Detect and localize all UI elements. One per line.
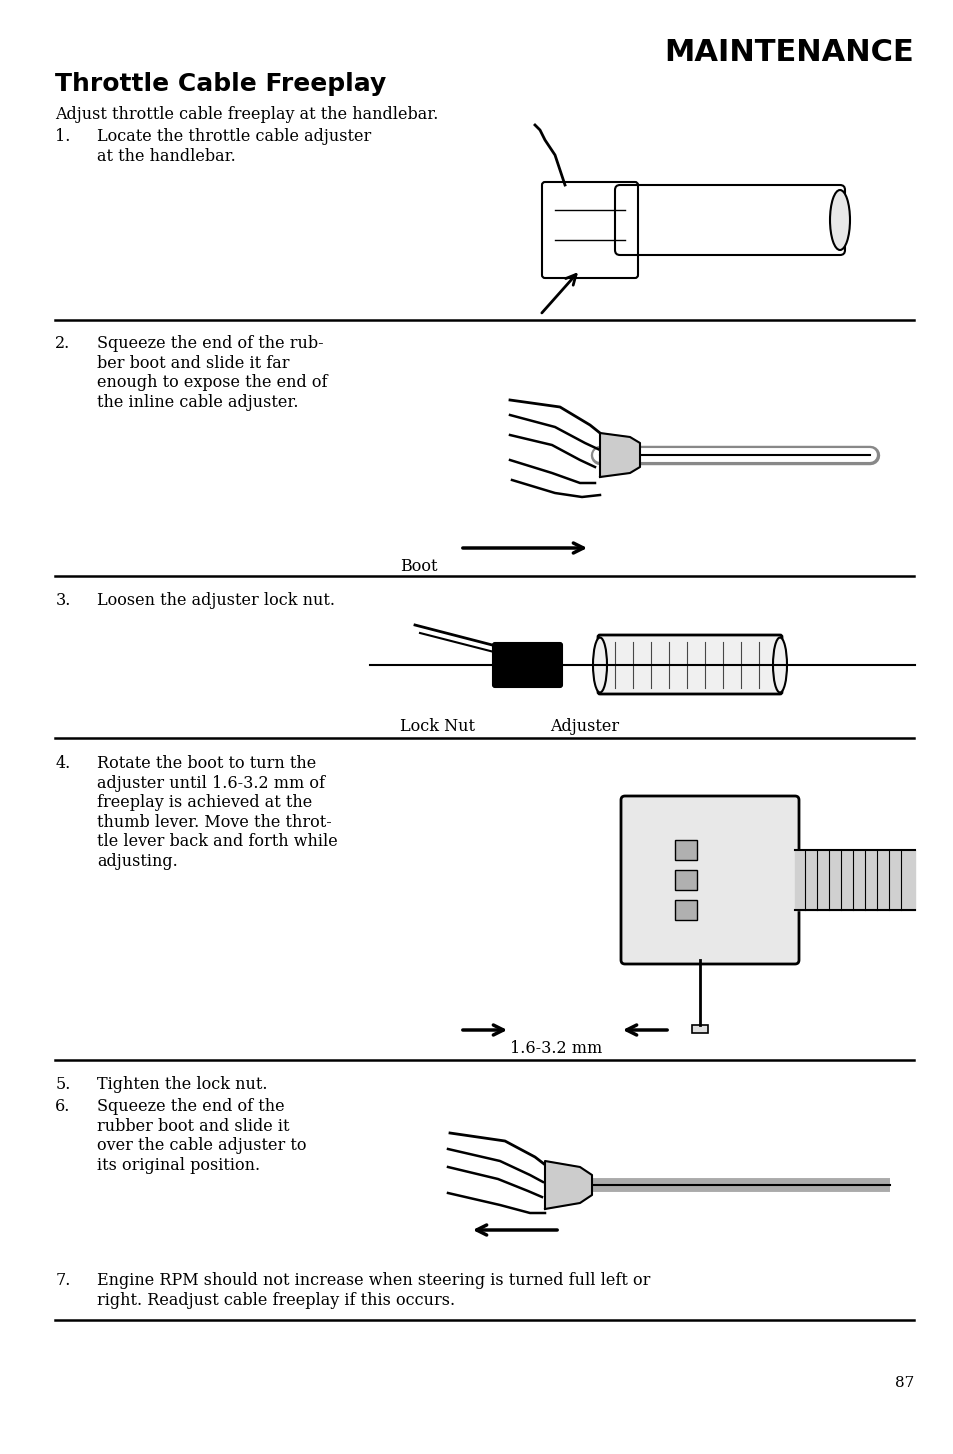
Text: Adjust throttle cable freeplay at the handlebar.: Adjust throttle cable freeplay at the ha… xyxy=(55,106,438,124)
Bar xyxy=(675,869,697,890)
Text: Boot: Boot xyxy=(399,558,437,574)
Text: Squeeze the end of the rub-
ber boot and slide it far
enough to expose the end o: Squeeze the end of the rub- ber boot and… xyxy=(97,334,328,411)
Text: 2.: 2. xyxy=(55,334,71,352)
Text: 5.: 5. xyxy=(55,1076,71,1093)
Ellipse shape xyxy=(593,637,606,692)
Polygon shape xyxy=(599,433,639,477)
Text: Locate the throttle cable adjuster
at the handlebar.: Locate the throttle cable adjuster at th… xyxy=(97,128,371,164)
FancyBboxPatch shape xyxy=(620,795,799,964)
Ellipse shape xyxy=(772,637,786,692)
Text: 4.: 4. xyxy=(55,755,71,772)
Text: 1.: 1. xyxy=(55,128,71,145)
Text: Lock Nut: Lock Nut xyxy=(399,718,475,736)
Polygon shape xyxy=(544,1160,592,1208)
Text: 1.6-3.2 mm: 1.6-3.2 mm xyxy=(510,1040,601,1057)
Text: Loosen the adjuster lock nut.: Loosen the adjuster lock nut. xyxy=(97,592,335,609)
Bar xyxy=(675,900,697,920)
Text: 3.: 3. xyxy=(55,592,71,609)
Text: Squeeze the end of the
rubber boot and slide it
over the cable adjuster to
its o: Squeeze the end of the rubber boot and s… xyxy=(97,1098,307,1173)
Text: Adjuster: Adjuster xyxy=(550,718,618,736)
Ellipse shape xyxy=(829,190,849,250)
Bar xyxy=(675,840,697,859)
FancyBboxPatch shape xyxy=(598,635,781,694)
Text: Tighten the lock nut.: Tighten the lock nut. xyxy=(97,1076,268,1093)
Text: 7.: 7. xyxy=(55,1272,71,1290)
FancyBboxPatch shape xyxy=(493,643,561,686)
Text: 87: 87 xyxy=(894,1375,913,1390)
Text: Throttle Cable Freeplay: Throttle Cable Freeplay xyxy=(55,73,386,96)
Text: Rotate the boot to turn the
adjuster until 1.6-3.2 mm of
freeplay is achieved at: Rotate the boot to turn the adjuster unt… xyxy=(97,755,337,869)
Bar xyxy=(691,1025,707,1032)
Text: 6.: 6. xyxy=(55,1098,71,1115)
Text: MAINTENANCE: MAINTENANCE xyxy=(663,38,913,67)
Text: Engine RPM should not increase when steering is turned full left or
right. Readj: Engine RPM should not increase when stee… xyxy=(97,1272,650,1309)
